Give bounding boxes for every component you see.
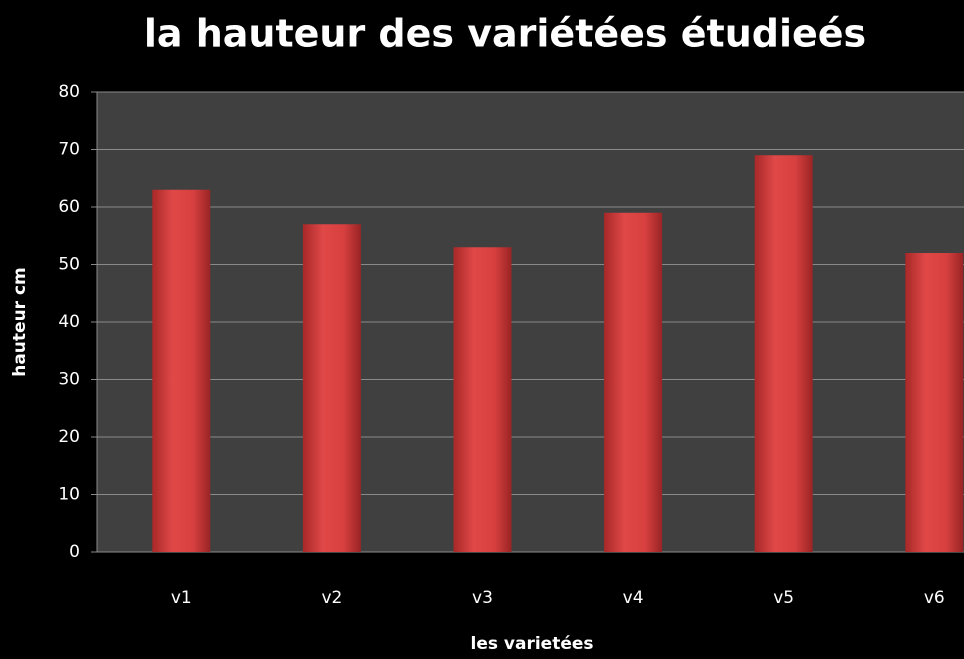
bar xyxy=(302,224,361,552)
x-tick-label: v2 xyxy=(321,588,342,608)
y-tick-label: 10 xyxy=(58,485,80,505)
bar xyxy=(754,155,813,552)
bar xyxy=(905,253,964,552)
y-tick-label: 0 xyxy=(69,542,80,562)
bar xyxy=(453,247,512,552)
x-tick-label: v4 xyxy=(623,588,644,608)
y-tick-label: 30 xyxy=(58,370,80,390)
y-tick-label: 50 xyxy=(58,255,80,275)
y-tick-label: 70 xyxy=(58,140,80,160)
chart-title: la hauteur des variétées étudieés xyxy=(144,12,866,56)
bar xyxy=(152,189,211,552)
y-axis-label: hauteur cm xyxy=(10,267,30,377)
x-tick-label: v1 xyxy=(171,588,192,608)
bar xyxy=(604,212,663,552)
x-tick-label: v5 xyxy=(773,588,794,608)
x-tick-label: v3 xyxy=(472,588,493,608)
y-tick-label: 60 xyxy=(58,197,80,217)
x-tick-label: v6 xyxy=(924,588,945,608)
x-axis-label: les varietées xyxy=(471,634,594,654)
y-tick-label: 40 xyxy=(58,312,80,332)
y-tick-label: 80 xyxy=(58,82,80,102)
y-tick-label: 20 xyxy=(58,427,80,447)
